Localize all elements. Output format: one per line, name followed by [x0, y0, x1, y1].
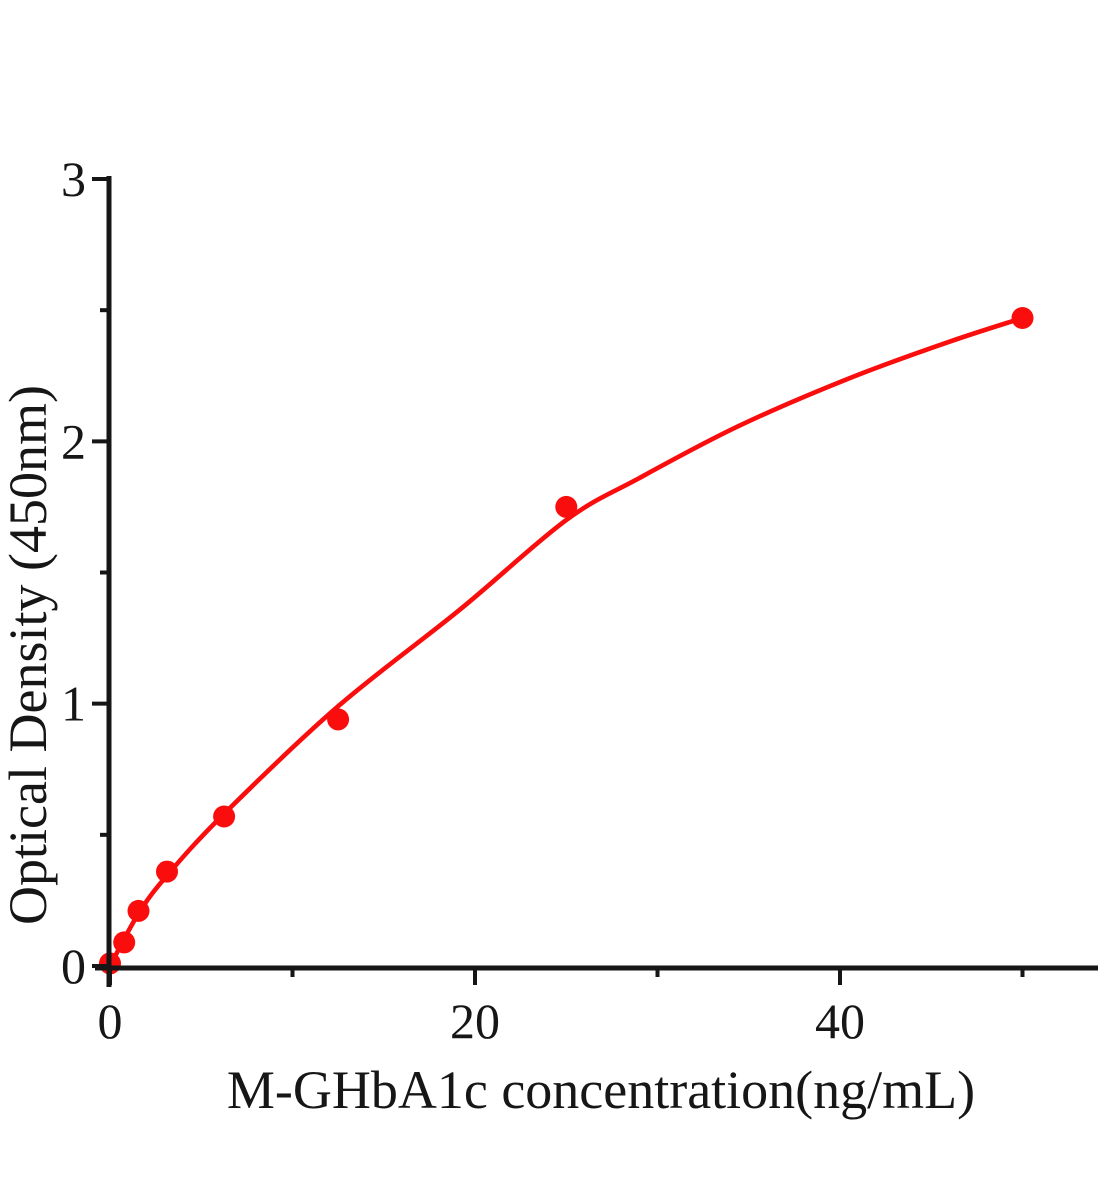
data-points	[99, 307, 1034, 975]
data-point	[156, 860, 178, 883]
data-point	[113, 931, 136, 954]
data-point	[555, 495, 578, 518]
y-tick-label: 1	[61, 676, 86, 732]
data-point	[127, 899, 150, 922]
tick-labels: 0 20 40 0 1 2 3	[61, 151, 865, 1049]
y-axis-title: Optical Density (450nm)	[0, 385, 58, 925]
y-tick-label: 3	[61, 151, 86, 207]
x-axis-title: M-GHbA1c concentration(ng/mL)	[227, 1060, 975, 1120]
data-point	[1011, 307, 1034, 329]
data-point	[213, 805, 236, 828]
fitted-curve-line	[107, 315, 1025, 969]
axes	[92, 176, 1098, 987]
y-tick-label: 0	[61, 938, 86, 994]
x-tick-label: 0	[98, 993, 123, 1049]
x-tick-label: 40	[815, 993, 865, 1049]
y-tick-label: 2	[61, 413, 86, 469]
data-point	[327, 708, 350, 731]
x-tick-label: 20	[450, 993, 500, 1049]
